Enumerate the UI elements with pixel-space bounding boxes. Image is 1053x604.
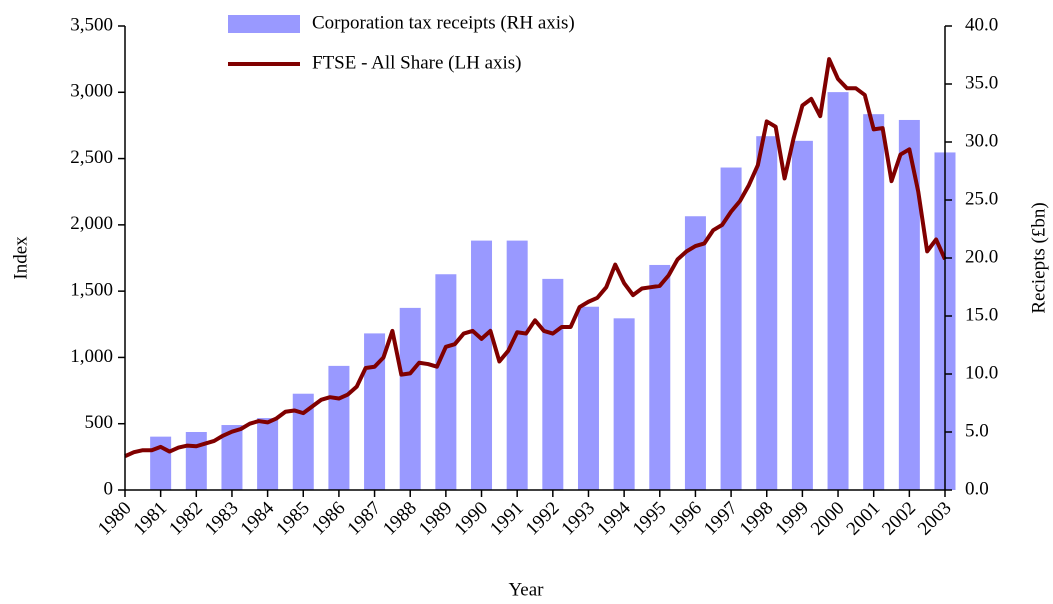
bar <box>185 432 207 490</box>
y-tick-label: 2,000 <box>70 213 113 234</box>
y-tick-label: 0 <box>104 478 114 499</box>
x-tick-label: 2003 <box>914 498 956 540</box>
line <box>124 57 947 459</box>
y2-tick-label: 15.0 <box>965 304 998 325</box>
y-tick-label: 500 <box>85 412 114 433</box>
y-tick-label: 2,500 <box>70 147 113 168</box>
x-tick-label: 1995 <box>629 498 671 540</box>
x-tick-label: 1990 <box>450 498 492 540</box>
bar <box>471 240 493 490</box>
legend-label: FTSE - All Share (LH axis) <box>312 52 522 73</box>
y-tick-label: 3,000 <box>70 81 113 102</box>
legend-swatch <box>228 15 300 33</box>
y-tick-label: 1,000 <box>70 346 113 367</box>
y2-tick-label: 25.0 <box>965 188 998 209</box>
x-tick-label: 1998 <box>736 498 778 540</box>
y2-tick-label: 35.0 <box>965 72 998 93</box>
x-tick-label: 1996 <box>664 498 706 540</box>
x-tick-label: 1997 <box>700 498 742 540</box>
x-tick-label: 1982 <box>165 498 207 540</box>
x-tick-label: 1989 <box>415 498 457 540</box>
y-tick-label: 3,500 <box>70 14 113 35</box>
bar <box>756 136 778 490</box>
bar <box>364 333 386 490</box>
y-axis-title: Index <box>10 236 31 280</box>
bar <box>720 167 742 490</box>
x-tick-label: 1983 <box>201 498 243 540</box>
x-tick-label: 2000 <box>807 498 849 540</box>
x-tick-label: 1993 <box>557 498 599 540</box>
bar <box>791 140 813 490</box>
x-tick-label: 1988 <box>379 498 421 540</box>
x-axis-title: Year <box>508 579 544 600</box>
bar <box>328 365 350 490</box>
bar <box>399 307 421 490</box>
legend-label: Corporation tax receipts (RH axis) <box>312 12 575 33</box>
y-tick-label: 1,500 <box>70 280 113 301</box>
bar <box>435 274 457 490</box>
bar <box>684 216 706 491</box>
bar <box>827 92 849 491</box>
x-tick-label: 2001 <box>843 498 885 540</box>
x-tick-label: 2002 <box>878 498 920 540</box>
x-tick-label: 1994 <box>593 497 635 539</box>
x-tick-label: 1999 <box>771 498 813 540</box>
y2-tick-label: 10.0 <box>965 362 998 383</box>
bar <box>649 264 671 490</box>
bar <box>257 418 279 490</box>
bar <box>577 306 599 490</box>
y2-tick-label: 20.0 <box>965 246 998 267</box>
x-tick-label: 1981 <box>130 498 172 540</box>
x-tick-label: 1992 <box>522 498 564 540</box>
y2-tick-label: 5.0 <box>965 420 989 441</box>
bar <box>506 240 528 490</box>
x-tick-label: 1980 <box>94 498 136 540</box>
y2-tick-label: 0.0 <box>965 478 989 499</box>
x-tick-label: 1985 <box>272 498 314 540</box>
y2-tick-label: 40.0 <box>965 14 998 35</box>
bar <box>613 318 635 490</box>
x-tick-label: 1986 <box>308 498 350 540</box>
y2-axis-title: Reciepts (£bn) <box>1028 202 1049 313</box>
bar <box>863 114 885 490</box>
bar <box>221 425 243 490</box>
x-tick-label: 1984 <box>237 497 279 539</box>
y2-tick-label: 30.0 <box>965 130 998 151</box>
bar <box>292 393 314 490</box>
bar <box>150 436 172 490</box>
x-tick-label: 1991 <box>486 498 528 540</box>
bar <box>898 119 920 491</box>
x-tick-label: 1987 <box>343 498 385 540</box>
bar <box>542 278 564 490</box>
